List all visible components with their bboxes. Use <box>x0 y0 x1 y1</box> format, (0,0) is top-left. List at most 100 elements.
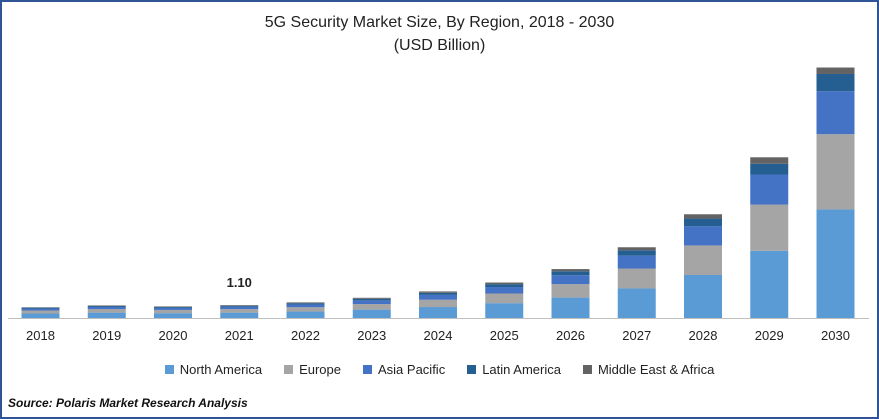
legend-label-europe: Europe <box>299 362 341 377</box>
x-tick-label-2028: 2028 <box>689 328 718 343</box>
bar-2029-asia-pacific <box>750 174 789 205</box>
legend-item-europe: Europe <box>284 362 341 377</box>
bar-2025-europe <box>485 293 524 304</box>
legend-item-north-america: North America <box>164 362 263 377</box>
legend-label-latin-america: Latin America <box>482 362 561 377</box>
bar-2019-asia-pacific <box>87 306 126 310</box>
bar-2027-asia-pacific <box>617 255 656 269</box>
bar-2023-middle-east-africa <box>352 297 391 299</box>
bar-2022-europe <box>286 307 325 312</box>
x-tick-label-2019: 2019 <box>92 328 121 343</box>
chart-title: 5G Security Market Size, By Region, 2018… <box>264 14 615 31</box>
bar-2029-middle-east-africa <box>750 157 789 164</box>
bar-2028-middle-east-africa <box>684 214 722 219</box>
legend-label-north-america: North America <box>179 362 263 377</box>
bar-2023-latin-america <box>352 298 391 301</box>
bar-2020-middle-east-africa <box>154 306 192 307</box>
legend-swatch-latin-america <box>467 365 477 374</box>
bar-2020-latin-america <box>154 306 192 308</box>
legend-swatch-middle-east-africa <box>582 365 592 374</box>
x-tick-label-2018: 2018 <box>26 328 55 343</box>
bar-2021-latin-america <box>220 305 259 307</box>
bar-2019-middle-east-africa <box>87 305 126 306</box>
bar-2030-europe <box>816 134 855 210</box>
bar-2024-latin-america <box>419 292 457 295</box>
bar-2030-north-america <box>816 209 855 318</box>
bar-2030-latin-america <box>816 73 855 92</box>
bars-group <box>21 67 855 318</box>
x-tick-labels: 2018 2019 2020 2021 2022 2023 2024 2025 2026 2027… <box>26 328 850 343</box>
bar-2019-latin-america <box>87 305 126 307</box>
x-tick-label-2025: 2025 <box>490 328 519 343</box>
bar-2025-north-america <box>485 303 524 318</box>
bar-2027-europe <box>617 268 656 289</box>
bar-2021-middle-east-africa <box>220 305 259 306</box>
bar-2027-middle-east-africa <box>617 247 656 251</box>
legend-item-middle-east-africa: Middle East & Africa <box>582 362 715 377</box>
bar-2029-europe <box>750 204 789 251</box>
x-tick-label-2020: 2020 <box>159 328 188 343</box>
bar-2024-north-america <box>419 307 457 318</box>
bar-2027-north-america <box>617 288 656 318</box>
legend-label-middle-east-africa: Middle East & Africa <box>597 362 715 377</box>
x-tick-label-2029: 2029 <box>755 328 784 343</box>
legend-label-asia-pacific: Asia Pacific <box>378 362 446 377</box>
bar-2021-north-america <box>220 312 259 318</box>
bar-2024-middle-east-africa <box>419 291 457 293</box>
bar-2020-north-america <box>154 313 192 318</box>
legend-item-asia-pacific: Asia Pacific <box>363 362 445 377</box>
bar-2025-latin-america <box>485 284 524 288</box>
bar-2027-latin-america <box>617 250 656 256</box>
x-tick-label-2027: 2027 <box>622 328 651 343</box>
bar-2022-latin-america <box>286 303 325 305</box>
bar-2023-asia-pacific <box>352 300 391 305</box>
bar-2025-asia-pacific <box>485 287 524 294</box>
x-tick-label-2022: 2022 <box>291 328 320 343</box>
bar-2021-asia-pacific <box>220 306 259 310</box>
bar-2023-europe <box>352 304 391 310</box>
bar-2019-europe <box>87 309 126 313</box>
bar-2026-europe <box>551 284 590 298</box>
bar-2026-asia-pacific <box>551 275 590 285</box>
bar-2022-asia-pacific <box>286 304 325 308</box>
bar-2025-middle-east-africa <box>485 282 524 285</box>
bar-2024-europe <box>419 299 457 308</box>
legend-item-latin-america: Latin America <box>467 362 561 377</box>
bar-2019-north-america <box>87 312 126 318</box>
x-tick-label-2030: 2030 <box>821 328 850 343</box>
bar-2024-asia-pacific <box>419 294 457 300</box>
stacked-bar-chart: 2018 2019 2020 2021 2022 2023 2024 2025 2026 2027… <box>8 67 869 343</box>
bar-2018-asia-pacific <box>21 308 60 311</box>
bar-2029-north-america <box>750 250 789 318</box>
bar-2028-latin-america <box>684 218 722 227</box>
x-tick-label-2024: 2024 <box>424 328 453 343</box>
bar-2023-north-america <box>352 309 391 318</box>
legend-swatch-asia-pacific <box>363 365 372 374</box>
bar-2028-asia-pacific <box>684 226 722 246</box>
bar-2029-latin-america <box>750 163 789 175</box>
bar-2022-middle-east-africa <box>286 302 325 304</box>
bar-2028-europe <box>684 245 722 275</box>
legend-swatch-europe <box>284 365 294 374</box>
bar-2022-north-america <box>286 311 325 318</box>
legend-swatch-north-america <box>164 365 174 374</box>
annotations-group: 1.10 <box>227 275 252 290</box>
chart-subtitle: (USD Billion) <box>393 37 486 54</box>
bar-2018-latin-america <box>21 307 60 309</box>
bar-2026-latin-america <box>551 271 590 276</box>
bar-2020-europe <box>154 309 192 314</box>
legend: North America Europe Asia Pacific Latin Ame… <box>0 362 879 377</box>
bar-2030-asia-pacific <box>816 91 855 135</box>
x-tick-label-2026: 2026 <box>556 328 585 343</box>
bar-2030-middle-east-africa <box>816 67 855 74</box>
bar-2026-middle-east-africa <box>551 269 590 272</box>
data-label-2021: 1.10 <box>227 275 252 290</box>
x-tick-label-2023: 2023 <box>357 328 386 343</box>
bar-2020-asia-pacific <box>154 307 192 310</box>
bar-2021-europe <box>220 309 259 313</box>
bar-2026-north-america <box>551 297 590 318</box>
source-note: Source: Polaris Market Research Analysis <box>8 396 248 410</box>
bar-2018-europe <box>21 310 60 314</box>
x-tick-label-2021: 2021 <box>225 328 254 343</box>
